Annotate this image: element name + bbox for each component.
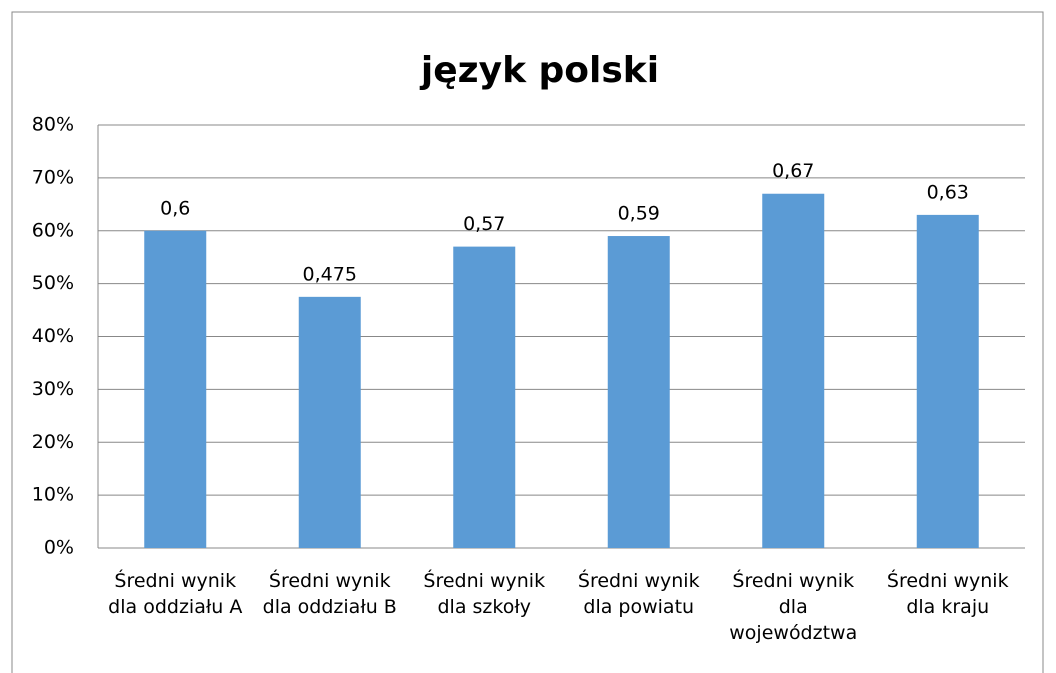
y-tick-label: 70% bbox=[32, 166, 74, 188]
x-tick-label: Średni wynik dla powiatu bbox=[577, 570, 700, 618]
y-tick-label: 20% bbox=[32, 431, 74, 453]
bar bbox=[607, 236, 670, 548]
x-tick-label-text: Średni wynik dla oddziału A bbox=[108, 570, 243, 618]
y-tick-label: 30% bbox=[32, 378, 74, 400]
y-tick-label: 60% bbox=[32, 219, 74, 241]
data-label: 0,63 bbox=[927, 181, 969, 203]
bar bbox=[453, 246, 516, 549]
bar bbox=[762, 193, 825, 549]
data-label: 0,67 bbox=[772, 160, 814, 182]
x-tick-label: Średni wynik dla kraju bbox=[886, 570, 1009, 618]
x-tick-label: Średni wynik dla województwa bbox=[729, 570, 858, 644]
bar bbox=[144, 230, 207, 548]
y-tick-label: 10% bbox=[32, 484, 74, 506]
x-tick-label: Średni wynik dla oddziału B bbox=[262, 570, 397, 618]
y-tick-label: 50% bbox=[32, 272, 74, 294]
chart-frame bbox=[11, 11, 1044, 673]
y-tick-label: 0% bbox=[44, 537, 74, 559]
bar bbox=[298, 296, 361, 548]
bar bbox=[916, 214, 979, 548]
x-tick-label-text: Średni wynik dla kraju bbox=[886, 570, 1009, 618]
x-tick-label-text: Średni wynik dla województwa bbox=[729, 570, 858, 644]
data-label: 0,59 bbox=[618, 203, 660, 225]
x-tick-label: Średni wynik dla szkoły bbox=[423, 570, 546, 618]
x-tick-label: Średni wynik dla oddziału A bbox=[108, 570, 243, 618]
y-tick-label: 40% bbox=[32, 325, 74, 347]
data-label: 0,475 bbox=[303, 263, 357, 285]
x-tick-label-text: Średni wynik dla szkoły bbox=[423, 570, 546, 618]
x-tick-label-text: Średni wynik dla powiatu bbox=[577, 570, 700, 618]
data-label: 0,57 bbox=[463, 213, 505, 235]
x-tick-label-text: Średni wynik dla oddziału B bbox=[262, 570, 397, 618]
y-tick-label: 80% bbox=[32, 114, 74, 136]
data-label: 0,6 bbox=[160, 197, 190, 219]
chart-title: język polski bbox=[419, 50, 659, 91]
